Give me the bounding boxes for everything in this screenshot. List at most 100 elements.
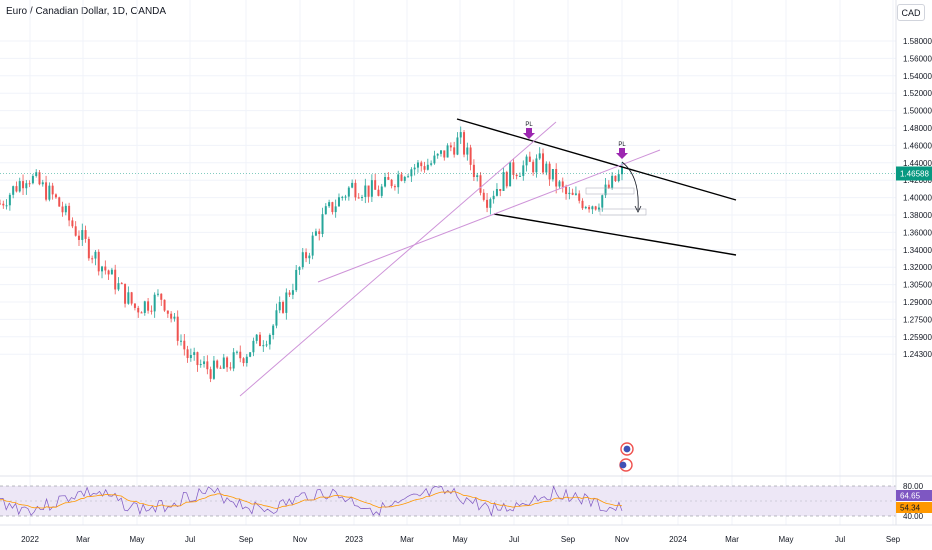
candle-body <box>538 153 541 159</box>
candle-body <box>479 175 482 193</box>
candle-body <box>459 132 462 138</box>
candle-body <box>199 364 202 366</box>
y-tick-label: 1.34000 <box>903 246 932 255</box>
candle-body <box>54 194 57 198</box>
purple-trendline-shallow <box>317 149 661 283</box>
candle-body <box>374 180 377 190</box>
pl-arrow-icon <box>616 148 628 159</box>
x-tick-label: Mar <box>725 535 739 544</box>
candle-body <box>282 301 285 313</box>
rsi-value-bg <box>896 490 932 501</box>
last-price-label: 1.46588 <box>900 170 929 179</box>
candle-body <box>505 172 508 187</box>
rsi-ma-value-label: 54.34 <box>900 504 921 513</box>
candle-body <box>272 325 275 336</box>
candle-body <box>140 312 143 314</box>
candle-body <box>268 335 271 345</box>
candle-body <box>594 206 597 210</box>
candle-body <box>203 361 206 365</box>
x-tick-label: Sep <box>561 535 576 544</box>
candle-body <box>242 358 245 364</box>
candle-body <box>229 367 232 369</box>
candle-body <box>518 175 521 177</box>
y-tick-label: 1.38000 <box>903 211 932 220</box>
projection-arrow <box>621 161 639 211</box>
candle-body <box>486 199 489 208</box>
x-tick-label: 2022 <box>21 535 39 544</box>
candle-body <box>285 292 288 313</box>
candle-body <box>8 194 11 206</box>
candle-body <box>77 235 80 240</box>
candle-body <box>41 182 44 185</box>
candle-body <box>301 252 304 268</box>
candle-body <box>469 147 472 165</box>
candle-body <box>384 177 387 187</box>
x-tick-label: Jul <box>509 535 519 544</box>
candle-body <box>22 181 25 189</box>
candle-body <box>91 258 94 260</box>
candle-body <box>407 176 410 178</box>
candle-body <box>163 299 166 311</box>
candle-body <box>515 174 518 177</box>
candle-body <box>453 147 456 155</box>
x-tick-label: Nov <box>615 535 629 544</box>
last-price-label-bg <box>896 166 932 181</box>
event-icon <box>623 445 631 453</box>
candle-body <box>321 214 324 235</box>
candle-body <box>275 310 278 326</box>
candle-body <box>548 163 551 180</box>
candle-body <box>611 175 614 189</box>
candle-body <box>387 177 390 180</box>
y-tick-label: 1.42000 <box>903 176 932 185</box>
candle-body <box>525 156 528 166</box>
candle-body <box>295 269 298 291</box>
candle-body <box>502 172 505 191</box>
y-tick-label: 1.52000 <box>903 89 932 98</box>
candle-body <box>568 192 571 195</box>
candle-body <box>166 310 169 314</box>
x-tick-label: May <box>452 535 467 544</box>
candle-body <box>571 192 574 195</box>
candle-body <box>235 351 238 353</box>
x-tick-label: Nov <box>293 535 307 544</box>
drawings: PL PL <box>0 118 896 472</box>
candle-body <box>2 203 5 206</box>
candle-body <box>439 150 442 154</box>
candle-body <box>430 163 433 165</box>
y-tick-label: 1.48000 <box>903 124 932 133</box>
x-tick-label: Mar <box>76 535 90 544</box>
y-tick-label: 1.25900 <box>903 333 932 342</box>
candle-body <box>219 367 222 369</box>
candle-body <box>153 294 156 312</box>
candle-body <box>400 174 403 181</box>
candle-body <box>239 351 242 359</box>
currency-button[interactable]: CAD <box>897 4 925 21</box>
candle-body <box>357 197 360 199</box>
candle-body <box>542 153 545 173</box>
y-tick-label: 1.29000 <box>903 298 932 307</box>
upper-trendline <box>456 118 737 201</box>
candle-body <box>482 192 485 200</box>
candle-body <box>367 185 370 197</box>
candle-body <box>426 164 429 170</box>
candle-body <box>35 172 38 176</box>
candle-body <box>393 186 396 188</box>
candle-body <box>423 166 426 170</box>
purple-trendline-steep <box>239 121 557 397</box>
candle-body <box>324 206 327 215</box>
candle-body <box>607 184 610 189</box>
candle-body <box>581 200 584 209</box>
candle-body <box>150 310 153 312</box>
candle-body <box>48 185 51 200</box>
candle-body <box>370 180 373 197</box>
candle-body <box>18 181 21 192</box>
candle-body <box>532 161 535 173</box>
candle-body <box>110 269 113 275</box>
candle-body <box>265 344 268 346</box>
candle-body <box>347 187 350 197</box>
candle-body <box>176 316 179 341</box>
candle-body <box>308 255 311 259</box>
x-tick-label: May <box>129 535 144 544</box>
candle-body <box>380 186 383 196</box>
